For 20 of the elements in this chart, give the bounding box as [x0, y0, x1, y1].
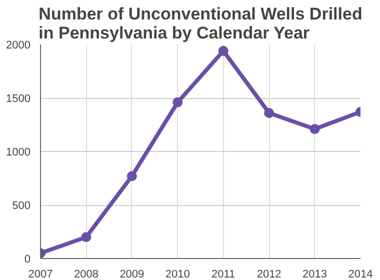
y-tick-label: 0 — [24, 254, 31, 266]
x-tick-label: 2010 — [165, 268, 190, 280]
point — [126, 171, 137, 182]
point — [218, 46, 228, 56]
y-tick-label: 1000 — [6, 146, 31, 158]
x-tick-label: 2014 — [348, 268, 373, 280]
x-tick-label: 2012 — [256, 268, 282, 280]
x-tick-label: 2009 — [120, 268, 144, 280]
x-tick-label: 2013 — [302, 268, 328, 280]
y-tick-label: 500 — [12, 200, 31, 212]
x-tick-label: 2007 — [28, 268, 53, 280]
x-tick-label: 2011 — [212, 268, 236, 280]
point — [310, 124, 320, 134]
x-tick-label: 2008 — [74, 268, 98, 280]
y-tick-label: 2000 — [6, 40, 31, 52]
chart-title: Number of Unconventional Wells Drilled in Pennsylvania by Calendar Year — [38, 4, 362, 42]
point — [172, 97, 183, 108]
point — [81, 232, 92, 242]
y-tick-label: 1500 — [6, 93, 31, 105]
point — [264, 108, 274, 118]
